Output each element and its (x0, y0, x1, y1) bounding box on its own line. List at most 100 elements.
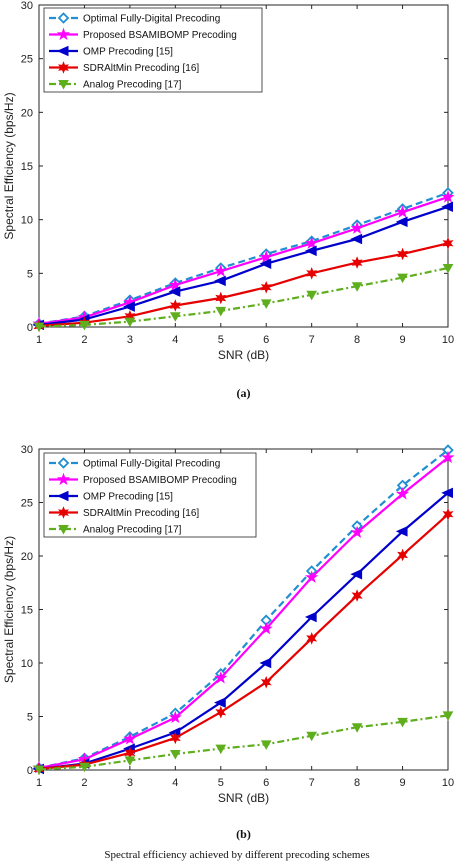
x-tick-label: 5 (218, 777, 224, 789)
data-point (168, 286, 181, 297)
data-point (350, 525, 364, 539)
series-line (38, 205, 449, 326)
x-tick-label: 2 (81, 334, 87, 346)
y-tick-label: 30 (21, 0, 33, 12)
x-axis-label: SNR (dB) (218, 791, 269, 805)
legend-entry-label: SDRAltMin Precoding [16] (83, 508, 199, 519)
data-point (395, 205, 410, 218)
legend: Optimal Fully-Digital Precoding Proposed … (43, 452, 257, 538)
data-point (169, 749, 181, 760)
series-line (38, 513, 449, 770)
legend-entry-label: SDRAltMin Precoding [16] (83, 63, 199, 74)
data-point (397, 548, 408, 562)
x-tick-label: 7 (309, 777, 315, 789)
legend-swatch-marker (56, 472, 71, 486)
x-tick-label: 2 (81, 777, 87, 789)
data-point (305, 236, 319, 249)
data-point (259, 258, 272, 269)
y-tick-label: 5 (27, 268, 33, 280)
data-point (395, 526, 408, 537)
x-tick-label: 6 (263, 334, 269, 346)
series-line (38, 449, 449, 769)
y-tick-label: 30 (21, 444, 33, 456)
data-point (305, 570, 319, 584)
data-point (441, 450, 455, 464)
series-4 (33, 237, 454, 333)
data-point (123, 732, 137, 745)
x-tick-label: 8 (354, 777, 360, 789)
data-point (442, 263, 454, 274)
data-point (215, 306, 227, 317)
x-tick-label: 6 (263, 777, 269, 789)
data-point (260, 740, 272, 750)
data-point (260, 281, 272, 294)
data-point (169, 299, 181, 312)
legend-swatch-marker (58, 80, 69, 90)
series-5 (33, 263, 454, 332)
data-point (215, 705, 227, 719)
data-point (397, 717, 408, 728)
data-point (441, 190, 455, 203)
legend-swatch-marker (56, 490, 69, 502)
y-tick-label: 5 (27, 712, 33, 724)
data-point (306, 731, 318, 742)
data-point (214, 697, 226, 708)
y-tick-label: 20 (21, 551, 33, 563)
data-point (441, 487, 453, 499)
data-point (397, 247, 408, 261)
legend-entry-label: Optimal Fully-Digital Precoding (83, 459, 220, 470)
data-point (350, 233, 363, 245)
series-line (38, 242, 449, 327)
legend-swatch-marker (56, 27, 71, 41)
data-point (214, 671, 228, 684)
data-point (214, 264, 228, 277)
data-point (442, 237, 454, 250)
data-point (395, 216, 408, 228)
x-tick-label: 9 (399, 777, 405, 789)
y-tick-label: 15 (21, 161, 33, 173)
data-point (351, 589, 363, 602)
data-point (350, 568, 363, 580)
series-line (38, 191, 449, 325)
data-point (395, 487, 410, 500)
data-point (306, 290, 318, 301)
data-point (351, 282, 363, 292)
series-line (38, 456, 449, 769)
data-point (304, 245, 317, 257)
data-point (168, 278, 182, 291)
y-tick-label: 0 (27, 322, 33, 334)
chart-panel-b: 1 2 3 4 5 6 7 8 9 10 0 5 10 15 20 25 30 SNR (dB) Spectral … (2, 444, 455, 841)
data-point (442, 508, 454, 521)
panel-caption: (b) (236, 827, 251, 841)
legend: Optimal Fully-Digital Precoding Proposed … (43, 7, 263, 93)
data-point (350, 221, 364, 234)
data-point (169, 731, 181, 745)
legend-entry-label: OMP Precoding [15] (83, 492, 173, 503)
series-4 (33, 508, 454, 776)
panel-caption: (a) (237, 386, 251, 400)
legend-entry-label: Proposed BSAMIBOMP Precoding (83, 30, 237, 41)
data-point (304, 611, 317, 623)
data-point (306, 632, 318, 645)
legend-swatch-marker (58, 61, 69, 74)
legend-swatch-marker (58, 506, 69, 519)
data-point (215, 744, 227, 755)
series-5 (33, 711, 454, 775)
x-tick-label: 8 (354, 334, 360, 346)
data-point (351, 256, 363, 269)
legend-entry-label: Analog Precoding [17] (83, 80, 182, 91)
legend-box (43, 7, 263, 93)
data-point (33, 322, 45, 332)
x-tick-label: 10 (442, 334, 454, 346)
data-point (169, 312, 181, 322)
series-2 (32, 450, 455, 774)
series-line (38, 196, 449, 325)
x-tick-label: 7 (309, 334, 315, 346)
legend-entry-label: OMP Precoding [15] (83, 47, 173, 58)
data-point (33, 765, 45, 775)
y-tick-label: 10 (21, 658, 33, 670)
data-point (215, 291, 227, 305)
data-point (124, 317, 136, 328)
data-point (259, 621, 273, 635)
legend-swatch-marker (58, 525, 69, 535)
